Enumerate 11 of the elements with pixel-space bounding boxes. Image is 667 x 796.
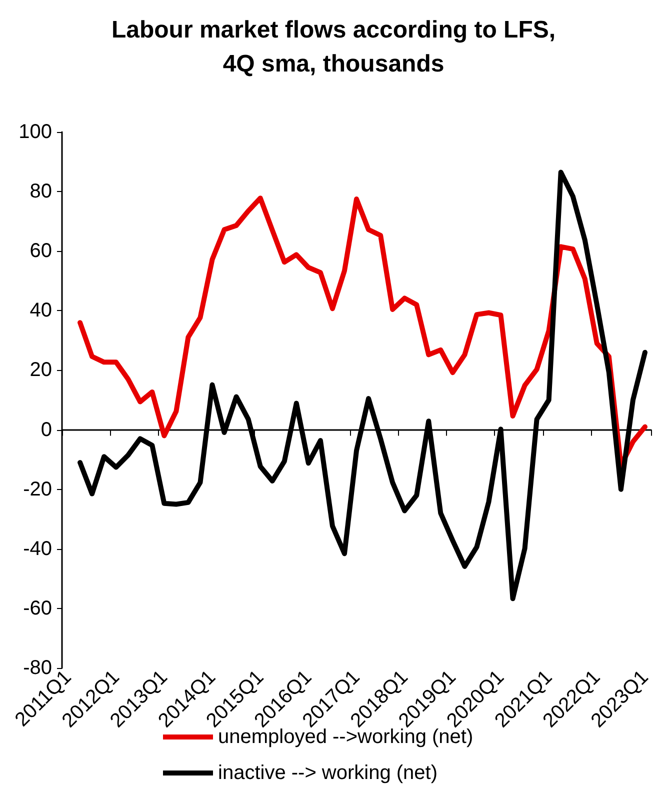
y-tick-label: 40 — [30, 300, 52, 322]
y-tick-label: 60 — [30, 240, 52, 262]
y-tick-label: -40 — [23, 538, 52, 560]
y-tick-label: -20 — [23, 478, 52, 500]
legend-label: inactive --> working (net) — [218, 762, 438, 784]
y-tick-label: 80 — [30, 180, 52, 203]
y-tick-label: -60 — [23, 597, 52, 620]
chart-title: Labour market flows according to LFS, 4Q sma, thousands — [111, 16, 556, 78]
y-tick-label: 100 — [18, 121, 52, 143]
y-tick-label: 20 — [30, 359, 52, 382]
y-tick-label: 0 — [40, 418, 52, 441]
